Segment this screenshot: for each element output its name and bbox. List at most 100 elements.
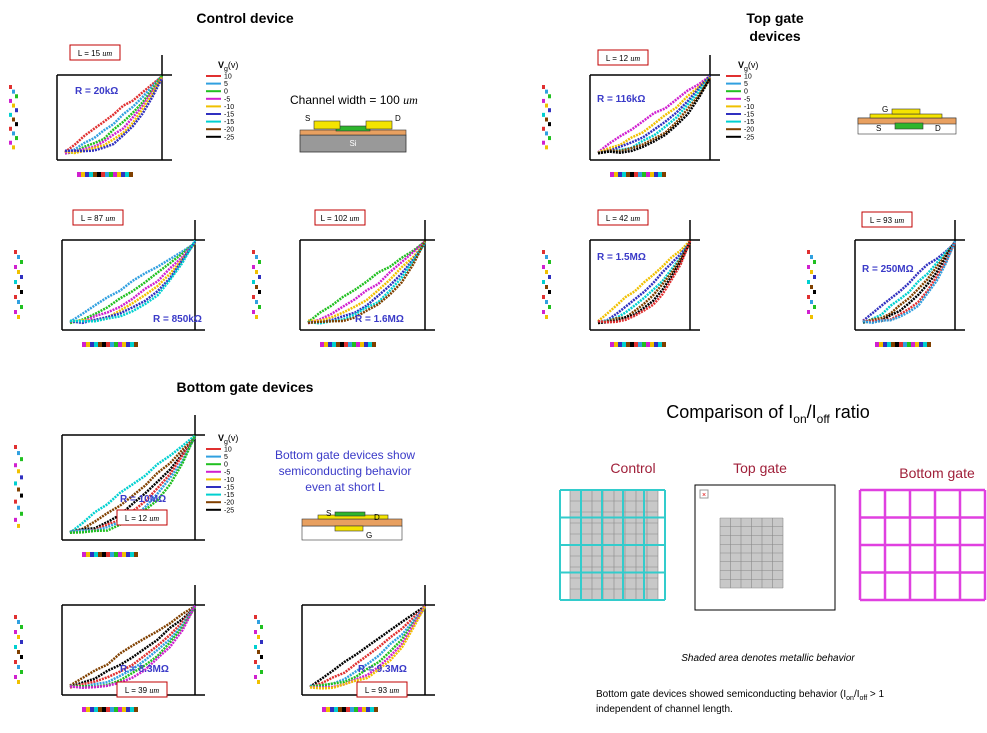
curve	[69, 606, 197, 689]
section-title: Control device	[196, 10, 293, 26]
axis-label-glyph	[126, 342, 130, 347]
axis-label-glyph	[9, 140, 12, 145]
axis-label-glyph	[15, 108, 18, 113]
axis-label-glyph	[118, 707, 122, 712]
legend-entry: 0	[224, 89, 228, 96]
legend-entry: 10	[224, 447, 232, 454]
unit: um	[149, 514, 159, 523]
curve	[69, 434, 197, 534]
axis-label-glyph	[17, 255, 20, 259]
length-label: L = 87 um	[81, 214, 115, 223]
axis-label-glyph	[255, 255, 258, 259]
axis-label-glyph	[12, 89, 15, 94]
legend-title: Vg(v)	[218, 60, 238, 73]
length-label: L = 102 um	[321, 214, 360, 223]
curve	[597, 77, 712, 155]
legend-entry: 5	[224, 81, 228, 88]
length-label: L = 39 um	[125, 686, 159, 695]
axis-label-glyph	[542, 140, 545, 145]
legend-symbol: V	[738, 60, 744, 70]
axis-label-glyph	[813, 260, 816, 264]
axis-label-glyph	[622, 172, 626, 177]
length-box	[356, 681, 408, 698]
axis-label-glyph	[352, 342, 356, 347]
axis-label-glyph	[548, 260, 551, 264]
axis-label-glyph	[17, 665, 20, 669]
axis-label-glyph	[634, 172, 638, 177]
axis-label-glyph	[20, 457, 23, 462]
axis-label-glyph	[81, 172, 85, 177]
comparison-title: Comparison of Ion/Ioff ratio	[666, 402, 870, 426]
axis-label-glyph	[86, 342, 90, 347]
legend-title: Vg(v)	[218, 433, 238, 446]
iv-plot: L = 42 um R = 1.5MΩ	[542, 209, 700, 347]
curve	[69, 434, 196, 534]
axis-label-glyph	[20, 640, 23, 644]
axis-label-glyph	[545, 255, 548, 259]
unit: um	[105, 214, 115, 223]
length-label: L = 93 um	[365, 686, 399, 695]
axis-label-glyph	[542, 310, 545, 314]
column-label: Bottom gate	[899, 465, 975, 481]
axis-label-glyph	[12, 103, 15, 108]
axis-label-glyph	[895, 342, 899, 347]
channel	[335, 125, 371, 132]
axis-label-glyph	[344, 342, 348, 347]
axis-label-glyph	[545, 285, 548, 289]
axis-label-glyph	[82, 552, 86, 557]
axis-label-glyph	[102, 707, 106, 712]
axis-label-glyph	[545, 131, 548, 136]
axis-label-glyph	[618, 172, 622, 177]
axis-label-glyph	[919, 342, 923, 347]
length-text: L = 87	[81, 214, 104, 223]
axis-label-glyph	[338, 707, 342, 712]
curve	[69, 242, 196, 324]
title-part: Comparison of I	[666, 402, 793, 422]
legend-entry: -15	[224, 492, 234, 499]
axis-label-glyph	[252, 250, 255, 254]
axis-label-glyph	[883, 342, 887, 347]
axis-label-glyph	[17, 315, 20, 319]
legend-entry: -20	[224, 127, 234, 134]
axis-label-glyph	[260, 625, 263, 629]
curve	[69, 241, 196, 324]
curve	[307, 240, 426, 325]
axis-label-glyph	[90, 342, 94, 347]
legend-title: Vg(v)	[738, 60, 758, 73]
legend-entry: -10	[224, 104, 234, 111]
axis-label-glyph	[12, 131, 15, 136]
axis-label-glyph	[358, 707, 362, 712]
axis-label-glyph	[14, 645, 17, 649]
length-box	[116, 681, 168, 698]
axis-label-glyph	[15, 136, 18, 141]
axis-label-glyph	[130, 552, 134, 557]
axis-label-glyph	[326, 707, 330, 712]
comparison-panels: ×	[559, 484, 987, 611]
channel-width: Channel width = 100 um	[290, 93, 418, 107]
axis-label-glyph	[101, 172, 105, 177]
legend-unit: (v)	[228, 60, 239, 70]
subscript: on	[793, 412, 806, 426]
axis-label-glyph	[328, 342, 332, 347]
axis-label-glyph	[17, 505, 20, 510]
axis-label-glyph	[9, 98, 12, 103]
axis-label-glyph	[82, 342, 86, 347]
electrode	[869, 113, 943, 119]
unit: um	[630, 54, 640, 63]
length-text: L = 15	[78, 49, 101, 58]
axis-label-glyph	[254, 630, 257, 634]
resistance-label: R = 116kΩ	[597, 94, 645, 105]
curve	[69, 605, 197, 690]
unit: um	[403, 93, 418, 107]
axis-label-glyph	[372, 342, 376, 347]
curve	[69, 241, 197, 325]
curve	[307, 240, 427, 325]
unit: um	[350, 214, 360, 223]
device-diagram: S D Si	[299, 114, 407, 153]
stack-label: G	[882, 105, 888, 114]
axis-label-glyph	[813, 305, 816, 309]
axis-label-glyph	[258, 290, 261, 294]
